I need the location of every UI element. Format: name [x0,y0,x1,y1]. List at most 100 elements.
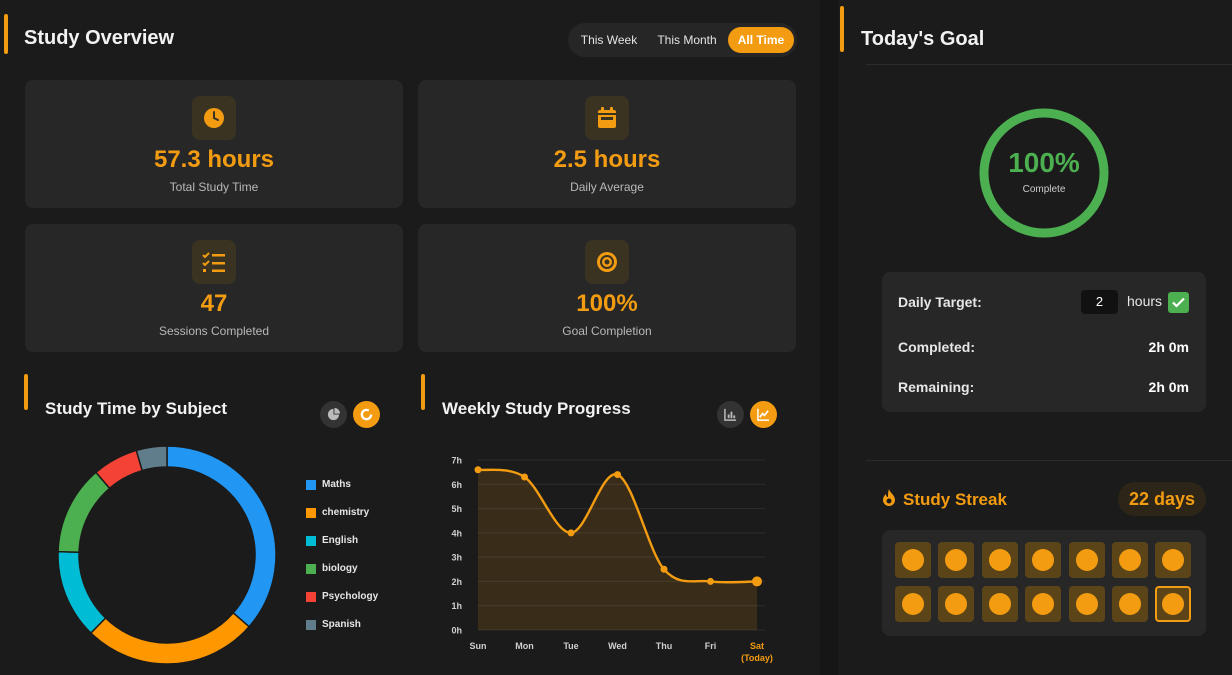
data-point-mon[interactable] [521,473,528,481]
x-tick-label: Sat [750,641,764,651]
stat-value: 2.5 hours [553,146,661,173]
confirm-target-button[interactable] [1168,292,1189,313]
streak-dot [1162,593,1185,615]
data-point-fri[interactable] [707,577,714,585]
streak-day [1025,542,1062,578]
goal-accent-bar [840,6,844,52]
donut-slice-spanish [135,445,168,472]
streak-dot [902,549,924,571]
checklist-icon [192,240,236,284]
target-unit: hours [1127,293,1163,309]
weekly-chart-title: Weekly Study Progress [442,399,631,418]
weekly-accent-bar [421,374,425,410]
legend-swatch [306,508,316,518]
data-point-tue[interactable] [567,529,575,537]
tab-this-month[interactable]: This Month [657,33,717,47]
streak-day [938,542,975,578]
y-tick-label: 5h [451,504,462,514]
daily-target-label: Daily Target: [898,294,982,310]
y-tick-label: 6h [451,480,462,490]
subject-accent-bar [24,374,28,410]
legend-item-maths: Maths [306,478,416,492]
x-tick-label: Thu [656,641,673,651]
ring-progress [979,108,1109,238]
subject-chart-title: Study Time by Subject [45,399,228,418]
line-area-fill [478,469,757,630]
legend-label: Spanish [322,619,361,630]
x-tick-label: Fri [705,641,717,651]
streak-day [1155,542,1192,578]
streak-dot [988,593,1011,615]
x-tick-label: Sun [470,641,487,651]
legend-label: Maths [322,479,351,490]
streak-dot [1075,593,1098,615]
goal-percent: 100% [1008,147,1080,178]
streak-dot [1032,593,1055,615]
stat-label: Total Study Time [169,180,259,194]
line-chart-icon[interactable] [750,401,777,428]
y-tick-label: 7h [451,456,462,466]
legend-label: biology [322,563,358,574]
range-tabs: This Week This Month All Time [568,23,797,57]
pie-chart-icon[interactable] [320,401,347,428]
streak-divider [866,460,1232,461]
streak-dot [1032,549,1055,571]
stat-card-daily-average: 2.5 hours Daily Average [418,80,796,208]
calendar-icon [585,96,629,140]
streak-day [895,586,931,622]
daily-target-input[interactable]: 2 [1081,290,1118,314]
donut-slice-chemistry [89,611,251,665]
streak-dot [1119,549,1141,571]
goal-progress-ring [979,108,1109,238]
data-point-sat[interactable] [752,576,762,587]
stat-label: Daily Average [570,180,644,194]
bar-chart-icon[interactable] [717,401,744,428]
donut-slice-biology [57,471,111,554]
streak-grid [882,530,1206,636]
streak-day [1068,542,1105,578]
legend-swatch [306,592,316,602]
legend-item-chemistry: chemistry [306,506,416,520]
x-tick-label: Tue [563,641,578,651]
data-point-sun[interactable] [474,466,482,474]
data-point-thu[interactable] [660,565,668,573]
streak-dot [945,549,968,571]
streak-dot [945,593,968,615]
tab-all-time[interactable]: All Time [728,27,794,53]
legend-item-psychology: Psychology [306,590,416,604]
data-point-wed[interactable] [614,471,621,479]
streak-day [981,542,1018,578]
streak-dot [1075,549,1098,571]
flame-icon [883,489,895,506]
y-tick-label: 3h [451,553,462,563]
streak-day [1025,586,1062,622]
stat-value: 100% [576,290,638,317]
streak-title: Study Streak [903,490,1007,509]
donut-slice-maths [166,445,277,628]
stat-label: Goal Completion [562,324,652,338]
streak-dot [1162,549,1185,571]
stat-card-goal-completion: 100% Goal Completion [418,224,796,352]
streak-dot [988,549,1011,571]
goal-title: Today's Goal [861,28,985,50]
streak-days-badge: 22 days [1118,482,1206,516]
completed-value: 2h 0m [1148,339,1189,355]
legend-label: Psychology [322,591,379,602]
donut-slice-english [57,550,107,635]
legend-swatch [306,480,316,490]
goal-divider [866,64,1232,65]
legend-swatch [306,564,316,574]
streak-day [1068,586,1105,622]
overview-title: Study Overview [24,27,175,49]
tab-this-week[interactable]: This Week [580,33,638,47]
stat-card-sessions: 47 Sessions Completed [25,224,403,352]
y-tick-label: 2h [451,577,462,587]
donut-chart-icon[interactable] [353,401,380,428]
legend-item-biology: biology [306,562,416,576]
streak-day-today [1155,586,1192,622]
clock-icon [192,96,236,140]
legend-label: chemistry [322,507,370,518]
stat-label: Sessions Completed [158,324,270,338]
x-tick-label: Wed [608,641,627,651]
y-tick-label: 1h [451,601,462,611]
